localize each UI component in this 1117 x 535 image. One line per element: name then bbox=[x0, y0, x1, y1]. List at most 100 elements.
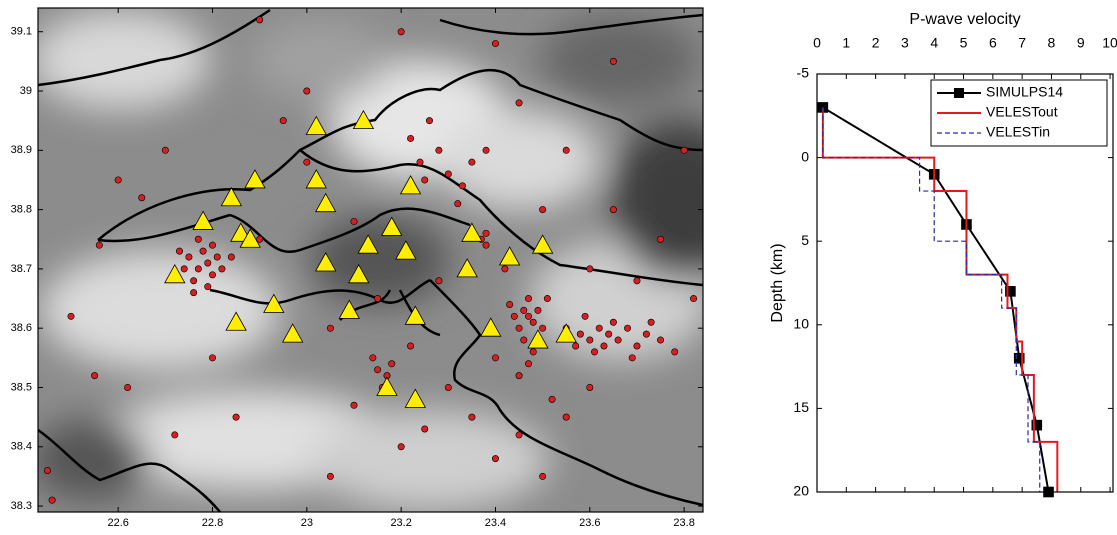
x-tick-label: 9 bbox=[1077, 35, 1085, 51]
event-dot bbox=[172, 432, 178, 438]
x-tick-label: 22.8 bbox=[202, 517, 223, 529]
event-dot bbox=[563, 414, 569, 420]
x-tick-label: 1 bbox=[842, 35, 850, 51]
event-dot bbox=[634, 343, 640, 349]
event-dot bbox=[186, 254, 192, 260]
event-dot bbox=[327, 325, 333, 331]
event-dot bbox=[181, 266, 187, 272]
y-tick-label: 38.7 bbox=[11, 263, 32, 275]
event-dot bbox=[417, 159, 423, 165]
event-dot bbox=[205, 283, 211, 289]
x-tick-label: 23.4 bbox=[485, 517, 506, 529]
event-dot bbox=[516, 100, 522, 106]
event-dot bbox=[455, 200, 461, 206]
event-dot bbox=[162, 147, 168, 153]
event-dot bbox=[374, 295, 380, 301]
event-dot bbox=[530, 349, 536, 355]
event-dot bbox=[605, 331, 611, 337]
event-dot bbox=[572, 343, 578, 349]
event-dot bbox=[96, 242, 102, 248]
event-dot bbox=[176, 248, 182, 254]
event-dot bbox=[681, 147, 687, 153]
event-dot bbox=[629, 355, 635, 361]
event-dot bbox=[492, 40, 498, 46]
event-dot bbox=[516, 325, 522, 331]
event-dot bbox=[521, 337, 527, 343]
event-dot bbox=[91, 372, 97, 378]
y-tick-label: -5 bbox=[797, 65, 810, 81]
event-dot bbox=[190, 278, 196, 284]
event-dot bbox=[525, 361, 531, 367]
event-dot bbox=[205, 260, 211, 266]
event-dot bbox=[200, 248, 206, 254]
event-dot bbox=[516, 432, 522, 438]
event-dot bbox=[492, 455, 498, 461]
event-dot bbox=[657, 337, 663, 343]
event-dot bbox=[407, 343, 413, 349]
x-tick-label: 3 bbox=[901, 35, 909, 51]
y-tick-label: 38.6 bbox=[11, 322, 32, 334]
y-tick-label: 38.4 bbox=[11, 441, 32, 453]
legend-label: SIMULPS14 bbox=[986, 84, 1063, 100]
y-tick-label: 38.9 bbox=[11, 144, 32, 156]
event-dot bbox=[530, 319, 536, 325]
event-dot bbox=[445, 384, 451, 390]
event-dot bbox=[587, 384, 593, 390]
event-dot bbox=[577, 331, 583, 337]
event-dot bbox=[525, 313, 531, 319]
event-dot bbox=[209, 272, 215, 278]
x-tick-label: 22.6 bbox=[107, 517, 128, 529]
event-dot bbox=[483, 242, 489, 248]
event-dot bbox=[436, 278, 442, 284]
event-dot bbox=[233, 414, 239, 420]
y-tick-label: 39 bbox=[20, 85, 32, 97]
event-dot bbox=[648, 319, 654, 325]
event-dot bbox=[502, 266, 508, 272]
event-dot bbox=[521, 307, 527, 313]
event-dot bbox=[535, 307, 541, 313]
event-dot bbox=[610, 206, 616, 212]
y-tick-label: 0 bbox=[801, 148, 809, 164]
event-dot bbox=[483, 147, 489, 153]
event-dot bbox=[374, 366, 380, 372]
event-dot bbox=[459, 183, 465, 189]
event-dot bbox=[426, 117, 432, 123]
event-dot bbox=[214, 254, 220, 260]
event-dot bbox=[209, 355, 215, 361]
x-tick-label: 4 bbox=[930, 35, 938, 51]
event-dot bbox=[351, 402, 357, 408]
event-dot bbox=[591, 349, 597, 355]
y-tick-label: 38.3 bbox=[11, 500, 32, 512]
event-dot bbox=[596, 325, 602, 331]
event-dot bbox=[634, 278, 640, 284]
event-dot bbox=[422, 177, 428, 183]
event-dot bbox=[304, 159, 310, 165]
event-dot bbox=[643, 331, 649, 337]
event-dot bbox=[398, 444, 404, 450]
event-dot bbox=[190, 289, 196, 295]
x-tick-label: 10 bbox=[1102, 35, 1117, 51]
y-tick-label: 15 bbox=[793, 399, 809, 415]
plot-area bbox=[818, 102, 1057, 497]
event-dot bbox=[68, 313, 74, 319]
event-dot bbox=[506, 301, 512, 307]
event-dot bbox=[370, 355, 376, 361]
event-dot bbox=[351, 218, 357, 224]
event-dot bbox=[407, 135, 413, 141]
event-dot bbox=[228, 254, 234, 260]
y-tick-label: 10 bbox=[793, 316, 809, 332]
event-dot bbox=[516, 372, 522, 378]
event-dot bbox=[610, 319, 616, 325]
event-dot bbox=[672, 349, 678, 355]
event-dot bbox=[280, 117, 286, 123]
y-tick-label: 39.1 bbox=[11, 26, 32, 38]
event-dot bbox=[195, 236, 201, 242]
event-dot bbox=[563, 147, 569, 153]
event-dot bbox=[539, 473, 545, 479]
event-dot bbox=[304, 88, 310, 94]
legend-label: VELESTout bbox=[986, 104, 1058, 120]
x-tick-label: 7 bbox=[1018, 35, 1026, 51]
event-dot bbox=[544, 295, 550, 301]
event-dot bbox=[398, 29, 404, 35]
